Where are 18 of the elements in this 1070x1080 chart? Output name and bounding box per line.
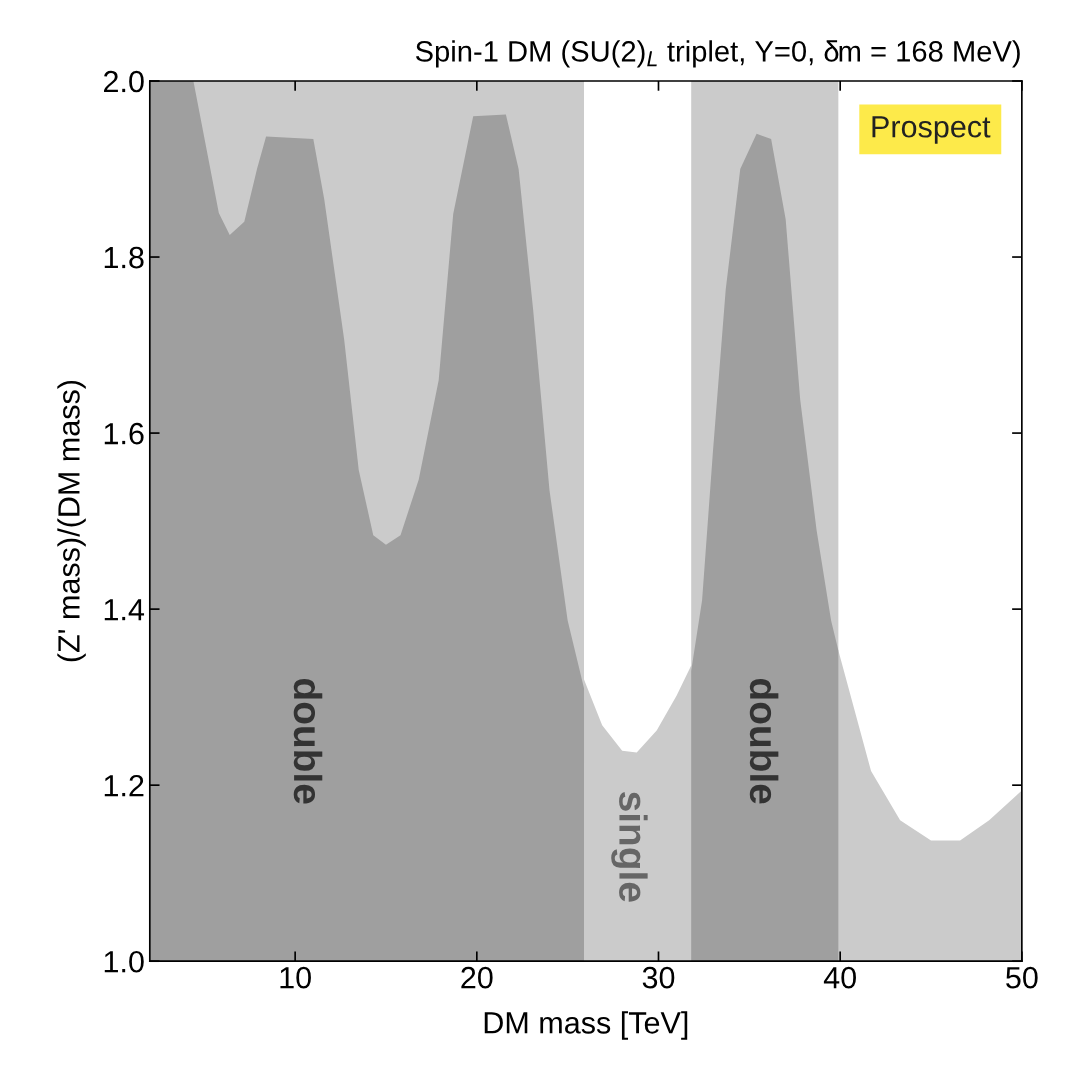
chart-title: Spin-1 DM (SU(2)$_{L}$ triplet, Y=0, δm = 168 MeV) [415, 40, 1020, 68]
x-tick-label: 10 [280, 966, 311, 989]
annotation: Prospect [872, 116, 991, 144]
annotation: double [749, 679, 779, 804]
x-tick-label: 40 [823, 966, 856, 989]
y-tick-label: 1.4 [104, 599, 145, 621]
annotation: double [293, 679, 323, 804]
y-tick-label: 1.2 [104, 774, 144, 797]
y-tick-label: 2.0 [104, 70, 144, 93]
y-tick-label: 1.0 [104, 950, 144, 973]
x-tick-label: 30 [642, 966, 675, 989]
y-axis-title: (Z' mass)/(DM mass) [57, 380, 86, 662]
x-axis-title: DM mass [TeV] [484, 1011, 688, 1040]
y-tick-label: 1.6 [104, 422, 144, 445]
x-tick-label: 20 [461, 966, 493, 989]
x-tick-label: 50 [1006, 966, 1038, 989]
y-tick-label: 1.8 [104, 246, 144, 269]
annotation: single [611, 791, 648, 902]
